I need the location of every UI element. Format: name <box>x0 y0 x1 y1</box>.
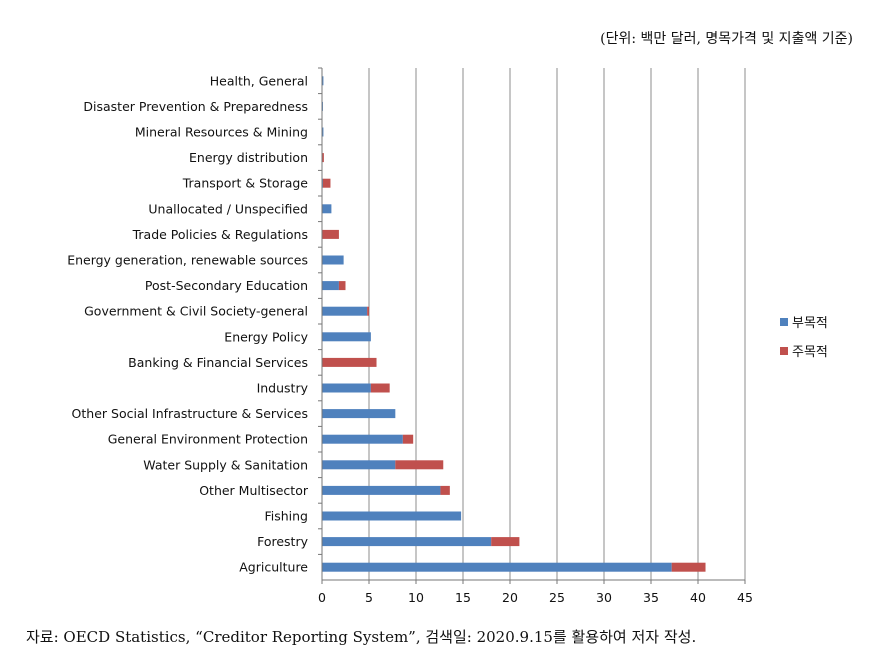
x-tick-label: 5 <box>365 590 373 605</box>
category-label: Water Supply & Sanitation <box>143 457 308 472</box>
bar-primary-purpose <box>491 537 520 547</box>
category-label: Forestry <box>257 534 308 549</box>
bar-secondary-purpose <box>322 76 324 86</box>
category-label: Agriculture <box>239 560 308 575</box>
bar-secondary-purpose <box>322 460 396 470</box>
category-label: Industry <box>257 381 309 396</box>
bars <box>322 76 706 572</box>
bar-secondary-purpose <box>322 332 371 342</box>
legend-swatch <box>780 318 788 326</box>
category-label: Government & Civil Society-general <box>84 304 308 319</box>
bar-secondary-purpose <box>322 127 324 137</box>
unit-note: (단위: 백만 달러, 명목가격 및 지출액 기준) <box>600 31 853 47</box>
x-tick-label: 15 <box>455 590 471 605</box>
legend-label: 주목적 <box>792 345 828 360</box>
bar-secondary-purpose <box>322 255 344 265</box>
category-label: Energy generation, renewable sources <box>67 253 308 268</box>
bar-secondary-purpose <box>322 383 371 393</box>
category-label: Post-Secondary Education <box>145 278 308 293</box>
bar-primary-purpose <box>671 562 706 572</box>
bar-secondary-purpose <box>322 281 339 291</box>
bar-primary-purpose <box>402 434 414 444</box>
x-tick-labels: 0 5 10 15 20 25 30 35 40 45 <box>318 590 753 605</box>
category-label: Banking & Financial Services <box>128 355 308 370</box>
axes <box>318 67 746 584</box>
bar-primary-purpose <box>322 229 339 239</box>
bar-secondary-purpose <box>322 511 462 521</box>
bar-primary-purpose <box>322 357 377 367</box>
x-tick-label: 0 <box>318 590 326 605</box>
category-label: Fishing <box>264 509 308 524</box>
category-label: General Environment Protection <box>108 432 308 447</box>
bar-secondary-purpose <box>322 434 403 444</box>
bar-secondary-purpose <box>322 306 368 316</box>
legend-swatch <box>780 347 788 355</box>
bar-primary-purpose <box>338 281 346 291</box>
x-tick-label: 20 <box>502 590 518 605</box>
category-label: Transport & Storage <box>182 176 309 191</box>
bar-secondary-purpose <box>322 409 396 419</box>
category-label: Energy distribution <box>189 150 308 165</box>
gridlines <box>368 68 746 580</box>
bar-primary-purpose <box>440 485 450 495</box>
x-tick-label: 45 <box>737 590 753 605</box>
bar-secondary-purpose <box>322 537 492 547</box>
x-tick-label: 40 <box>690 590 706 605</box>
legend-label: 부목적 <box>792 316 828 331</box>
x-tick-label: 10 <box>408 590 424 605</box>
category-label: Energy Policy <box>224 329 308 344</box>
bar-secondary-purpose <box>322 204 332 214</box>
category-label: Health, General <box>210 73 308 88</box>
category-label: Other Multisector <box>199 483 309 498</box>
bar-primary-purpose <box>395 460 444 470</box>
bar-primary-purpose <box>322 153 324 163</box>
x-tick-label: 35 <box>643 590 659 605</box>
bar-secondary-purpose <box>322 562 672 572</box>
category-label: Unallocated / Unspecified <box>148 201 308 216</box>
stacked-bar-chart: Health, General Disaster Prevention & Pre… <box>67 67 828 605</box>
category-labels: Health, General Disaster Prevention & Pre… <box>67 73 309 574</box>
category-label: Disaster Prevention & Preparedness <box>83 99 308 114</box>
bar-secondary-purpose <box>322 485 441 495</box>
bar-primary-purpose <box>370 383 390 393</box>
x-tick-label: 25 <box>549 590 565 605</box>
category-label: Trade Policies & Regulations <box>132 227 308 242</box>
category-label: Mineral Resources & Mining <box>135 125 308 140</box>
source-note: 자료: OECD Statistics, “Creditor Reporting… <box>26 628 697 646</box>
bar-primary-purpose <box>367 306 369 316</box>
category-label: Other Social Infrastructure & Services <box>72 406 308 421</box>
x-tick-label: 30 <box>596 590 612 605</box>
bar-primary-purpose <box>322 178 331 188</box>
